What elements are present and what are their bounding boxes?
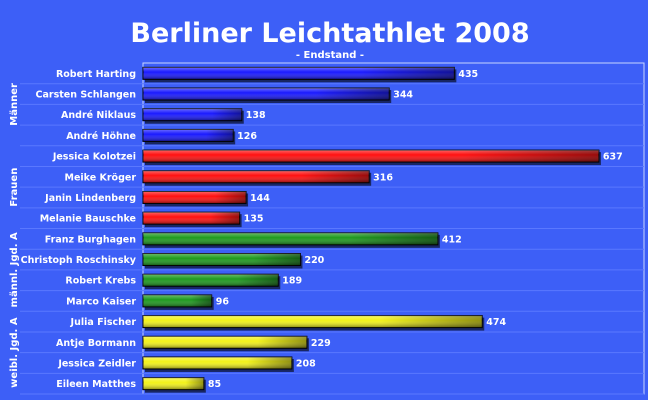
bar-end-shade: [143, 336, 307, 349]
bar-end-shade: [143, 88, 390, 101]
category-label: Julia Fischer: [70, 317, 137, 328]
data-label: 412: [442, 234, 462, 245]
category-label: Antje Bormann: [56, 338, 136, 349]
category-label: Robert Krebs: [65, 276, 136, 287]
chart-subtitle: - Endstand -: [296, 50, 364, 61]
bar-end-shade: [143, 274, 279, 287]
data-label: 85: [208, 379, 221, 390]
category-label: Janin Lindenberg: [44, 193, 136, 204]
category-label: Robert Harting: [56, 69, 136, 80]
data-label: 189: [282, 276, 302, 287]
bar-end-shade: [143, 232, 438, 245]
chart-title: Berliner Leichtathlet 2008: [130, 18, 529, 49]
data-label: 229: [311, 338, 331, 349]
category-label: Marco Kaiser: [66, 296, 136, 307]
bar-end-shade: [143, 315, 483, 328]
data-label: 435: [458, 69, 478, 80]
group-label: Frauen: [9, 168, 20, 207]
data-label: 126: [237, 131, 257, 142]
data-label: 138: [246, 110, 266, 121]
bar-end-shade: [143, 294, 212, 307]
data-label: 208: [296, 358, 316, 369]
bar-end-shade: [143, 67, 455, 80]
category-label: Carsten Schlangen: [36, 90, 137, 101]
bar-end-shade: [143, 129, 234, 142]
category-label: Meike Kröger: [65, 172, 137, 183]
group-label: männl. Jgd. A: [9, 232, 20, 307]
data-label: 144: [250, 193, 270, 204]
category-label: Melanie Bauschke: [40, 214, 136, 225]
group-label: weibl. Jgd. A: [9, 317, 20, 388]
data-label: 316: [373, 172, 393, 183]
data-label: 474: [486, 317, 506, 328]
bar-end-shade: [143, 377, 204, 390]
data-label: 344: [393, 90, 413, 101]
bar-end-shade: [143, 212, 240, 225]
bar-end-shade: [143, 170, 370, 183]
bar-end-shade: [143, 150, 599, 163]
data-label: 135: [244, 214, 264, 225]
bar-end-shade: [143, 108, 242, 121]
data-label: 96: [216, 296, 230, 307]
bar-end-shade: [143, 253, 301, 266]
bar-end-shade: [143, 356, 292, 369]
group-label: Männer: [9, 83, 20, 126]
bar-end-shade: [143, 191, 247, 204]
category-label: Eileen Matthes: [56, 379, 136, 390]
data-label: 220: [304, 255, 324, 266]
category-label: Christoph Roschinsky: [21, 255, 137, 266]
category-label: André Höhne: [66, 131, 136, 142]
category-label: André Niklaus: [61, 110, 136, 121]
category-label: Jessica Kolotzei: [52, 152, 136, 163]
category-label: Jessica Zeidler: [57, 358, 136, 369]
category-label: Franz Burghagen: [45, 234, 136, 245]
data-label: 637: [603, 152, 623, 163]
